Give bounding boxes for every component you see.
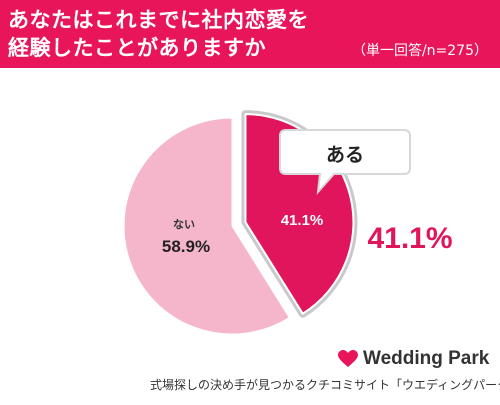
header-banner: あなたはこれまでに社内恋愛を 経験したことがありますか （単一回答/n=275）: [0, 0, 500, 68]
pie-slice-nai: [123, 117, 290, 335]
slice-label-nai: ない: [173, 218, 195, 231]
footer-caption: 式場探しの決め手が見つかるクチコミサイト「ウエディングパーク」: [150, 378, 500, 392]
brand-logo: Wedding Park: [338, 348, 489, 370]
callout-value: 41.1%: [367, 222, 452, 255]
callout-shape: [279, 129, 411, 196]
title-line-2: 経験したことがありますか: [8, 36, 266, 60]
slice-value-nai: 58.9%: [162, 237, 210, 256]
chart-title: あなたはこれまでに社内恋愛を 経験したことがありますか: [8, 6, 309, 62]
title-line-1: あなたはこれまでに社内恋愛を: [8, 8, 309, 32]
brand-name: Wedding Park: [363, 348, 490, 369]
callout-label: ある: [326, 144, 364, 166]
heart-icon: [338, 350, 358, 367]
slice-value-aru: 41.1%: [281, 212, 324, 229]
pie-chart: ない 58.9% 41.1% ある 41.1%: [123, 110, 453, 335]
chart-subtitle: （単一回答/n=275）: [351, 43, 488, 59]
callout-bubble: ある: [279, 129, 411, 196]
